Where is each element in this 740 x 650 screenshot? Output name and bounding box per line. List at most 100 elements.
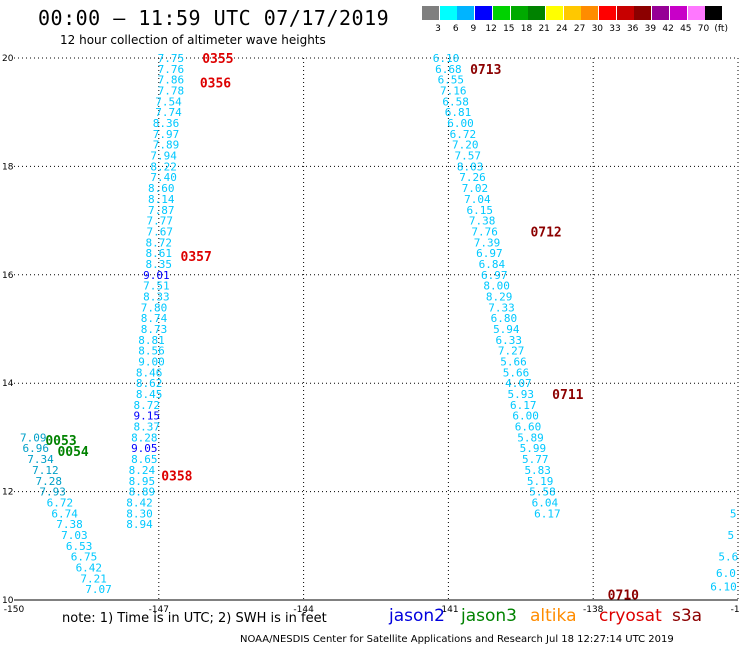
x-tick-label: -13	[731, 605, 740, 615]
wave-height-value: 9.00	[138, 356, 165, 369]
wave-height-value: 8.35	[146, 258, 173, 271]
pass-time-label: 0356	[200, 76, 231, 91]
wave-height-value: 6.0	[716, 567, 736, 580]
wave-height-value: 8.65	[131, 453, 158, 466]
wave-height-value: 7.27	[498, 345, 525, 358]
wave-height-value: 6.60	[515, 421, 542, 434]
wave-height-value: 8.24	[129, 464, 156, 477]
color-scale-label: 36	[626, 24, 639, 34]
wave-height-value: 7.33	[488, 301, 515, 314]
y-tick-label: 20	[2, 54, 14, 64]
color-scale-label: 21	[538, 24, 550, 34]
color-scale-label: 12	[485, 24, 497, 34]
wave-height-value: 7.03	[61, 529, 88, 542]
wave-height-value: 7.02	[462, 182, 489, 195]
legend-altika: altika	[530, 606, 577, 626]
wave-height-value: 6.72	[47, 496, 74, 509]
color-swatch	[492, 6, 510, 20]
wave-height-value: 6.00	[512, 410, 539, 423]
wave-height-value: 6.04	[532, 496, 559, 509]
wave-height-value: 7.40	[150, 171, 177, 184]
wave-height-value: 8.36	[153, 117, 180, 130]
color-swatch	[705, 6, 723, 20]
wave-height-value: 6.58	[442, 95, 469, 108]
wave-height-value: 7.80	[141, 301, 168, 314]
color-scale-label: 15	[503, 24, 515, 34]
legend-jason3: jason3	[461, 606, 517, 626]
wave-height-value: 6.84	[479, 258, 506, 271]
color-swatch	[634, 6, 652, 20]
color-scale-label: 30	[591, 24, 604, 34]
x-tick-label: -147	[149, 605, 169, 615]
wave-height-value: 7.77	[147, 215, 174, 228]
wave-height-value: 7.12	[32, 464, 59, 477]
wave-height-value: 6.72	[450, 128, 477, 141]
wave-height-value: 7.76	[471, 225, 498, 238]
wave-height-value: 8.56	[138, 345, 165, 358]
wave-height-value: 7.54	[155, 95, 182, 108]
wave-height-value: 7.04	[464, 193, 491, 206]
color-scale-label: 33	[609, 24, 621, 34]
wave-height-value: 7.38	[469, 215, 496, 228]
wave-height-value: 7.09	[20, 431, 47, 444]
pass-time-label: 0355	[202, 52, 233, 67]
color-swatch	[457, 6, 475, 20]
wave-height-value: 7.26	[459, 171, 486, 184]
legend-s3a: s3a	[672, 606, 703, 626]
wave-height-value: 8.28	[131, 431, 158, 444]
wave-height-value: 8.22	[150, 160, 177, 173]
color-scale-label: 39	[644, 24, 657, 34]
wave-height-value: 5.77	[522, 453, 549, 466]
wave-height-value: 7.78	[158, 85, 185, 98]
wave-height-value: 5.93	[508, 388, 535, 401]
wave-height-value: 7.51	[143, 280, 170, 293]
color-swatch	[581, 6, 599, 20]
wave-height-value: 8.95	[129, 475, 156, 488]
footer-credit: NOAA/NESDIS Center for Satellite Applica…	[240, 634, 674, 645]
pass-time-label: 0710	[608, 589, 639, 604]
wave-height-value: 6.17	[534, 507, 561, 520]
wave-height-value: 7.28	[36, 475, 63, 488]
wave-height-value: 7.38	[56, 518, 83, 531]
wave-height-value: 7.20	[452, 139, 479, 152]
wave-height-value: 7.21	[80, 572, 107, 585]
wave-height-value: 8.61	[146, 247, 173, 260]
wave-height-value: 5.19	[527, 475, 554, 488]
pass-time-label: 0357	[181, 250, 212, 265]
wave-height-value: 8.89	[129, 486, 156, 499]
wave-height-value: 8.74	[141, 312, 168, 325]
chart-note: note: 1) Time is in UTC; 2) SWH is in fe…	[62, 611, 327, 626]
wave-height-value: 5.83	[524, 464, 551, 477]
wave-height-value: 5.99	[520, 442, 547, 455]
wave-height-value: 6.80	[491, 312, 518, 325]
wave-height-value: 6.17	[510, 399, 537, 412]
wave-height-value: 7.07	[85, 583, 112, 596]
wave-height-value: 6.75	[71, 551, 98, 564]
color-swatch	[528, 6, 546, 20]
pass-time-label: 0712	[530, 225, 561, 240]
wave-height-value: 5	[730, 507, 737, 520]
wave-height-value: 5	[727, 529, 734, 542]
wave-height-value: 6.33	[495, 334, 522, 347]
wave-height-value: 6.68	[435, 63, 462, 76]
wave-height-value: 8.62	[136, 377, 163, 390]
x-tick-label: -150	[4, 605, 25, 615]
color-scale-label: 27	[573, 24, 586, 34]
pass-time-label: 0053	[45, 434, 76, 449]
wave-height-value: 6.10	[710, 580, 737, 593]
color-swatch	[616, 6, 634, 20]
wave-height-value: 9.15	[133, 410, 160, 423]
wave-height-value: 6.55	[438, 74, 465, 87]
wave-height-value: 5.66	[500, 356, 527, 369]
wave-height-value: 7.76	[158, 63, 185, 76]
wave-height-value: 7.75	[158, 52, 185, 65]
wave-height-value: 6.74	[51, 507, 78, 520]
wave-height-value: 7.67	[147, 225, 174, 238]
wave-height-value: 8.72	[133, 399, 160, 412]
wave-height-value: 6.81	[445, 106, 472, 119]
color-scale-label: 3	[435, 24, 441, 34]
wave-height-value: 8.37	[133, 421, 160, 434]
wave-height-value: 8.00	[483, 280, 510, 293]
wave-height-value: 7.16	[440, 85, 467, 98]
x-tick-label: -141	[438, 605, 458, 615]
